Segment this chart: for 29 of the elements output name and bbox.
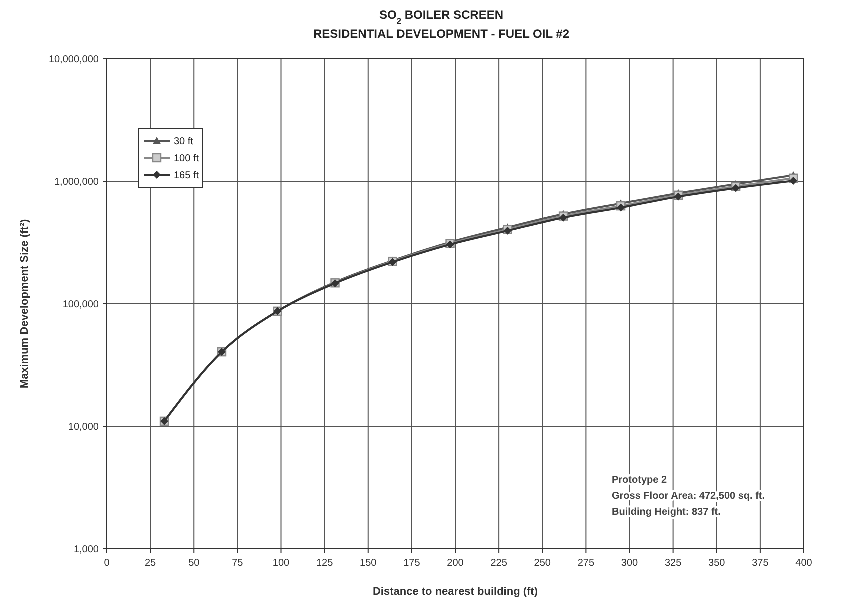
x-tick-label: 200 <box>447 558 464 569</box>
legend-label: 165 ft <box>174 170 200 182</box>
x-tick-label: 225 <box>490 558 508 569</box>
x-tick-label: 400 <box>796 558 813 569</box>
x-tick-label: 350 <box>708 558 726 569</box>
x-tick-label: 375 <box>752 558 770 569</box>
x-tick-label: 0 <box>104 558 110 569</box>
x-tick-label: 325 <box>664 558 682 569</box>
y-tick-label: 100,000 <box>62 300 100 310</box>
x-tick-label: 75 <box>232 558 244 569</box>
x-tick-label: 150 <box>360 558 378 569</box>
y-tick-label: 10,000 <box>68 422 100 433</box>
legend-label: 100 ft <box>174 154 200 164</box>
y-tick-label: 1,000 <box>74 544 100 556</box>
y-axis-title: Maximum Development Size (ft²) <box>19 219 31 389</box>
x-axis-title: Distance to nearest building (ft) <box>372 586 538 598</box>
legend-label: 30 ft <box>174 136 194 148</box>
x-tick-label: 300 <box>621 558 639 569</box>
x-tick-label: 275 <box>578 558 595 569</box>
x-tick-label: 250 <box>534 558 552 569</box>
x-tick-label: 175 <box>404 558 421 569</box>
chart-title: SO$_{2}$ BOILER SCREEN <box>379 8 504 26</box>
y-tick-label: 10,000,000 <box>48 54 100 66</box>
x-tick-label: 125 <box>316 558 334 569</box>
y-tick-label: 1,000,000 <box>54 177 100 188</box>
x-tick-label: 25 <box>145 558 157 569</box>
x-tick-label: 50 <box>188 558 200 569</box>
chart-subtitle: RESIDENTIAL DEVELOPMENT - FUEL OIL #2 <box>313 27 570 41</box>
x-tick-label: 100 <box>272 558 290 569</box>
